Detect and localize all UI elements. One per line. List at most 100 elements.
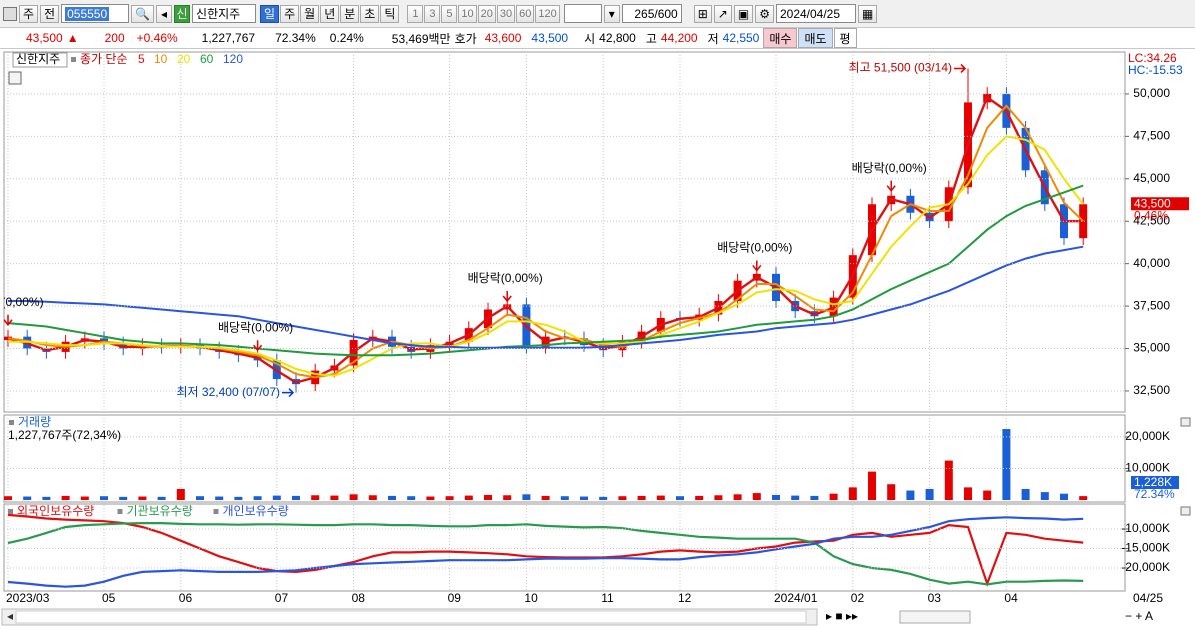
period-button[interactable]: 틱 [380,4,400,23]
volume-bar [42,496,51,500]
indicator: HC:-15.53 [1128,63,1183,77]
volume-bar [1021,488,1030,500]
ask-label: 호가 [454,31,477,46]
change-label: 0.46% [1134,208,1168,222]
interval-dropdown[interactable]: ▾ [603,4,620,23]
tool-button[interactable]: ⊞ [693,4,712,23]
holding-line [7,522,1084,586]
open-label: 시 [584,31,596,46]
avg-button[interactable]: 평 [833,28,857,48]
low-label: 최저 32,400 (07/07) [177,385,280,399]
ma-line [7,184,1084,357]
volume-bar [292,495,300,500]
draw-button[interactable]: ↗ [713,4,732,23]
y-tick-label: 32,500 [1133,383,1170,397]
period-button[interactable]: 주 [280,4,300,23]
legend-prefix: 종가 단순 [80,52,128,66]
table-icon[interactable] [8,71,22,85]
x-tick-label: 2023/03 [6,591,50,605]
zoom-slider[interactable] [899,610,971,624]
volume-bar [656,495,665,500]
period-button[interactable]: 월 [300,4,320,23]
dividend-label: 배당락(0,00%) [0,295,44,309]
dividend-label: 배당락(0,00%) [717,241,792,255]
panel-button[interactable] [1180,506,1191,516]
volume-bar [484,494,492,500]
scroll-left[interactable]: ◂ [7,609,13,623]
volume-bar [599,496,608,500]
bid: 43,500 [531,31,569,45]
volume-bar [810,495,819,500]
interval-button[interactable]: 30 [496,4,516,23]
volume-bar [445,496,454,500]
zoom-controls[interactable]: − + A [1125,609,1153,623]
volume-bar [330,495,339,500]
legend-entry: 5 [138,52,145,66]
interval-button[interactable]: 10 [458,4,477,23]
interval-button[interactable]: 3 [424,4,441,23]
interval-button[interactable]: 60 [516,4,535,23]
scroll-thumb[interactable] [15,610,807,624]
settings-button[interactable]: ⚙ [755,4,774,23]
interval-button[interactable]: 5 [441,4,458,23]
holding-line [7,513,1084,587]
volume-ratio: 72.34% [275,31,316,45]
volume-bar [618,496,627,500]
calendar-button[interactable]: ▦ [857,4,878,23]
volume-bar [80,496,89,500]
change: 200 [104,31,125,45]
period-button[interactable]: 년 [320,4,340,23]
legend-dot [71,57,76,62]
y-tick-label: 45,000 [1133,171,1170,185]
volume-bar [791,495,800,500]
sell-button[interactable]: 매도 [798,28,833,48]
code-input[interactable]: 055550 [61,4,130,23]
menu-icon[interactable] [3,6,17,21]
high-arrow [954,63,967,73]
volume-bar [368,495,377,500]
volume-bar [964,487,972,500]
x-tick-label: 06 [179,591,193,605]
scrollbar: ◂ ▸ ■ ▸▸ − + A [1,608,1153,626]
interval-button[interactable]: 20 [477,4,496,23]
panel-button[interactable] [1180,417,1191,427]
period-button[interactable]: 분 [340,4,360,23]
low-label: 저 [707,31,719,46]
volume-bar [23,496,32,500]
y-tick-label: 47,500 [1133,129,1170,143]
buy-button[interactable]: 매수 [763,28,798,48]
x-tick-label: 05 [102,591,116,605]
interval-button[interactable]: 120 [535,4,560,23]
market-select[interactable]: 주 [19,4,39,23]
x-tick-label: 04 [1004,591,1018,605]
open: 42,800 [599,31,636,45]
search-button[interactable]: 🔍 [131,4,155,23]
ask: 43,600 [484,31,522,45]
legend-entry: 기관보유수량 [127,504,193,518]
value-badge-label: 43,500 [1134,196,1171,210]
code-text: 055550 [65,6,110,21]
period-button[interactable]: 초 [360,4,380,23]
legend-entry: 20 [177,52,191,66]
count-box[interactable]: 265/600 [621,4,682,23]
save-button[interactable]: ▣ [733,4,754,23]
interval-input[interactable] [563,4,602,23]
play-controls[interactable]: ▸ ■ ▸▸ [826,609,858,623]
volume-bar [464,495,473,500]
high-label: 고 [645,31,657,46]
interval-button[interactable]: 1 [407,4,424,23]
holdings-panel [3,503,1126,592]
legend-dot [8,509,13,514]
x-tick-label: 07 [275,591,289,605]
volume-bar [887,484,896,500]
volume-bar [944,460,953,500]
dividend-arrow [502,290,512,303]
sound-button[interactable]: ◂ [156,4,173,23]
volume-bar [695,495,704,500]
prev-button[interactable]: 전 [40,4,60,23]
period-button[interactable]: 일 [260,4,280,23]
dividend-arrow [4,314,13,326]
date-input[interactable]: 2024/04/25 [775,4,856,23]
